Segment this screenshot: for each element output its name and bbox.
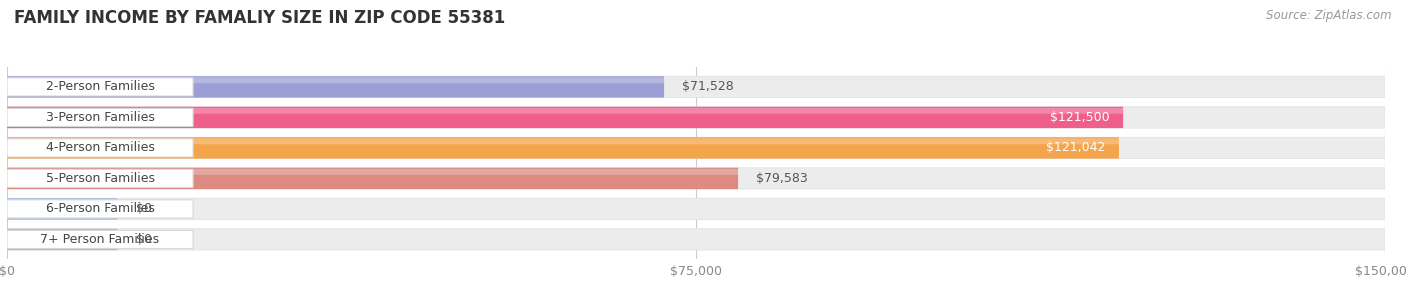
Text: 7+ Person Families: 7+ Person Families: [41, 233, 160, 246]
FancyBboxPatch shape: [7, 230, 193, 249]
Text: $79,583: $79,583: [756, 172, 808, 185]
FancyBboxPatch shape: [7, 107, 1123, 128]
Text: 2-Person Families: 2-Person Families: [45, 81, 155, 93]
FancyBboxPatch shape: [7, 169, 738, 175]
Text: FAMILY INCOME BY FAMALIY SIZE IN ZIP CODE 55381: FAMILY INCOME BY FAMALIY SIZE IN ZIP COD…: [14, 9, 505, 27]
FancyBboxPatch shape: [7, 198, 117, 220]
FancyBboxPatch shape: [7, 199, 117, 205]
FancyBboxPatch shape: [7, 198, 1385, 220]
FancyBboxPatch shape: [7, 229, 117, 250]
Text: $71,528: $71,528: [682, 81, 734, 93]
FancyBboxPatch shape: [7, 77, 664, 83]
FancyBboxPatch shape: [7, 138, 1119, 144]
FancyBboxPatch shape: [7, 169, 193, 188]
FancyBboxPatch shape: [7, 76, 664, 98]
Text: 3-Person Families: 3-Person Families: [45, 111, 155, 124]
Text: 5-Person Families: 5-Person Families: [45, 172, 155, 185]
FancyBboxPatch shape: [7, 168, 738, 189]
Text: $121,500: $121,500: [1050, 111, 1109, 124]
Text: 4-Person Families: 4-Person Families: [45, 142, 155, 154]
Text: 6-Person Families: 6-Person Families: [45, 203, 155, 215]
FancyBboxPatch shape: [7, 229, 1385, 250]
FancyBboxPatch shape: [7, 108, 193, 127]
FancyBboxPatch shape: [7, 168, 1385, 189]
Text: $0: $0: [135, 233, 152, 246]
FancyBboxPatch shape: [7, 76, 1385, 98]
FancyBboxPatch shape: [7, 137, 1385, 159]
FancyBboxPatch shape: [7, 230, 117, 236]
FancyBboxPatch shape: [7, 107, 1385, 128]
FancyBboxPatch shape: [7, 78, 193, 96]
FancyBboxPatch shape: [7, 137, 1119, 159]
FancyBboxPatch shape: [7, 200, 193, 218]
Text: $0: $0: [135, 203, 152, 215]
FancyBboxPatch shape: [7, 108, 1123, 114]
Text: Source: ZipAtlas.com: Source: ZipAtlas.com: [1267, 9, 1392, 22]
Text: $121,042: $121,042: [1046, 142, 1105, 154]
FancyBboxPatch shape: [7, 139, 193, 157]
